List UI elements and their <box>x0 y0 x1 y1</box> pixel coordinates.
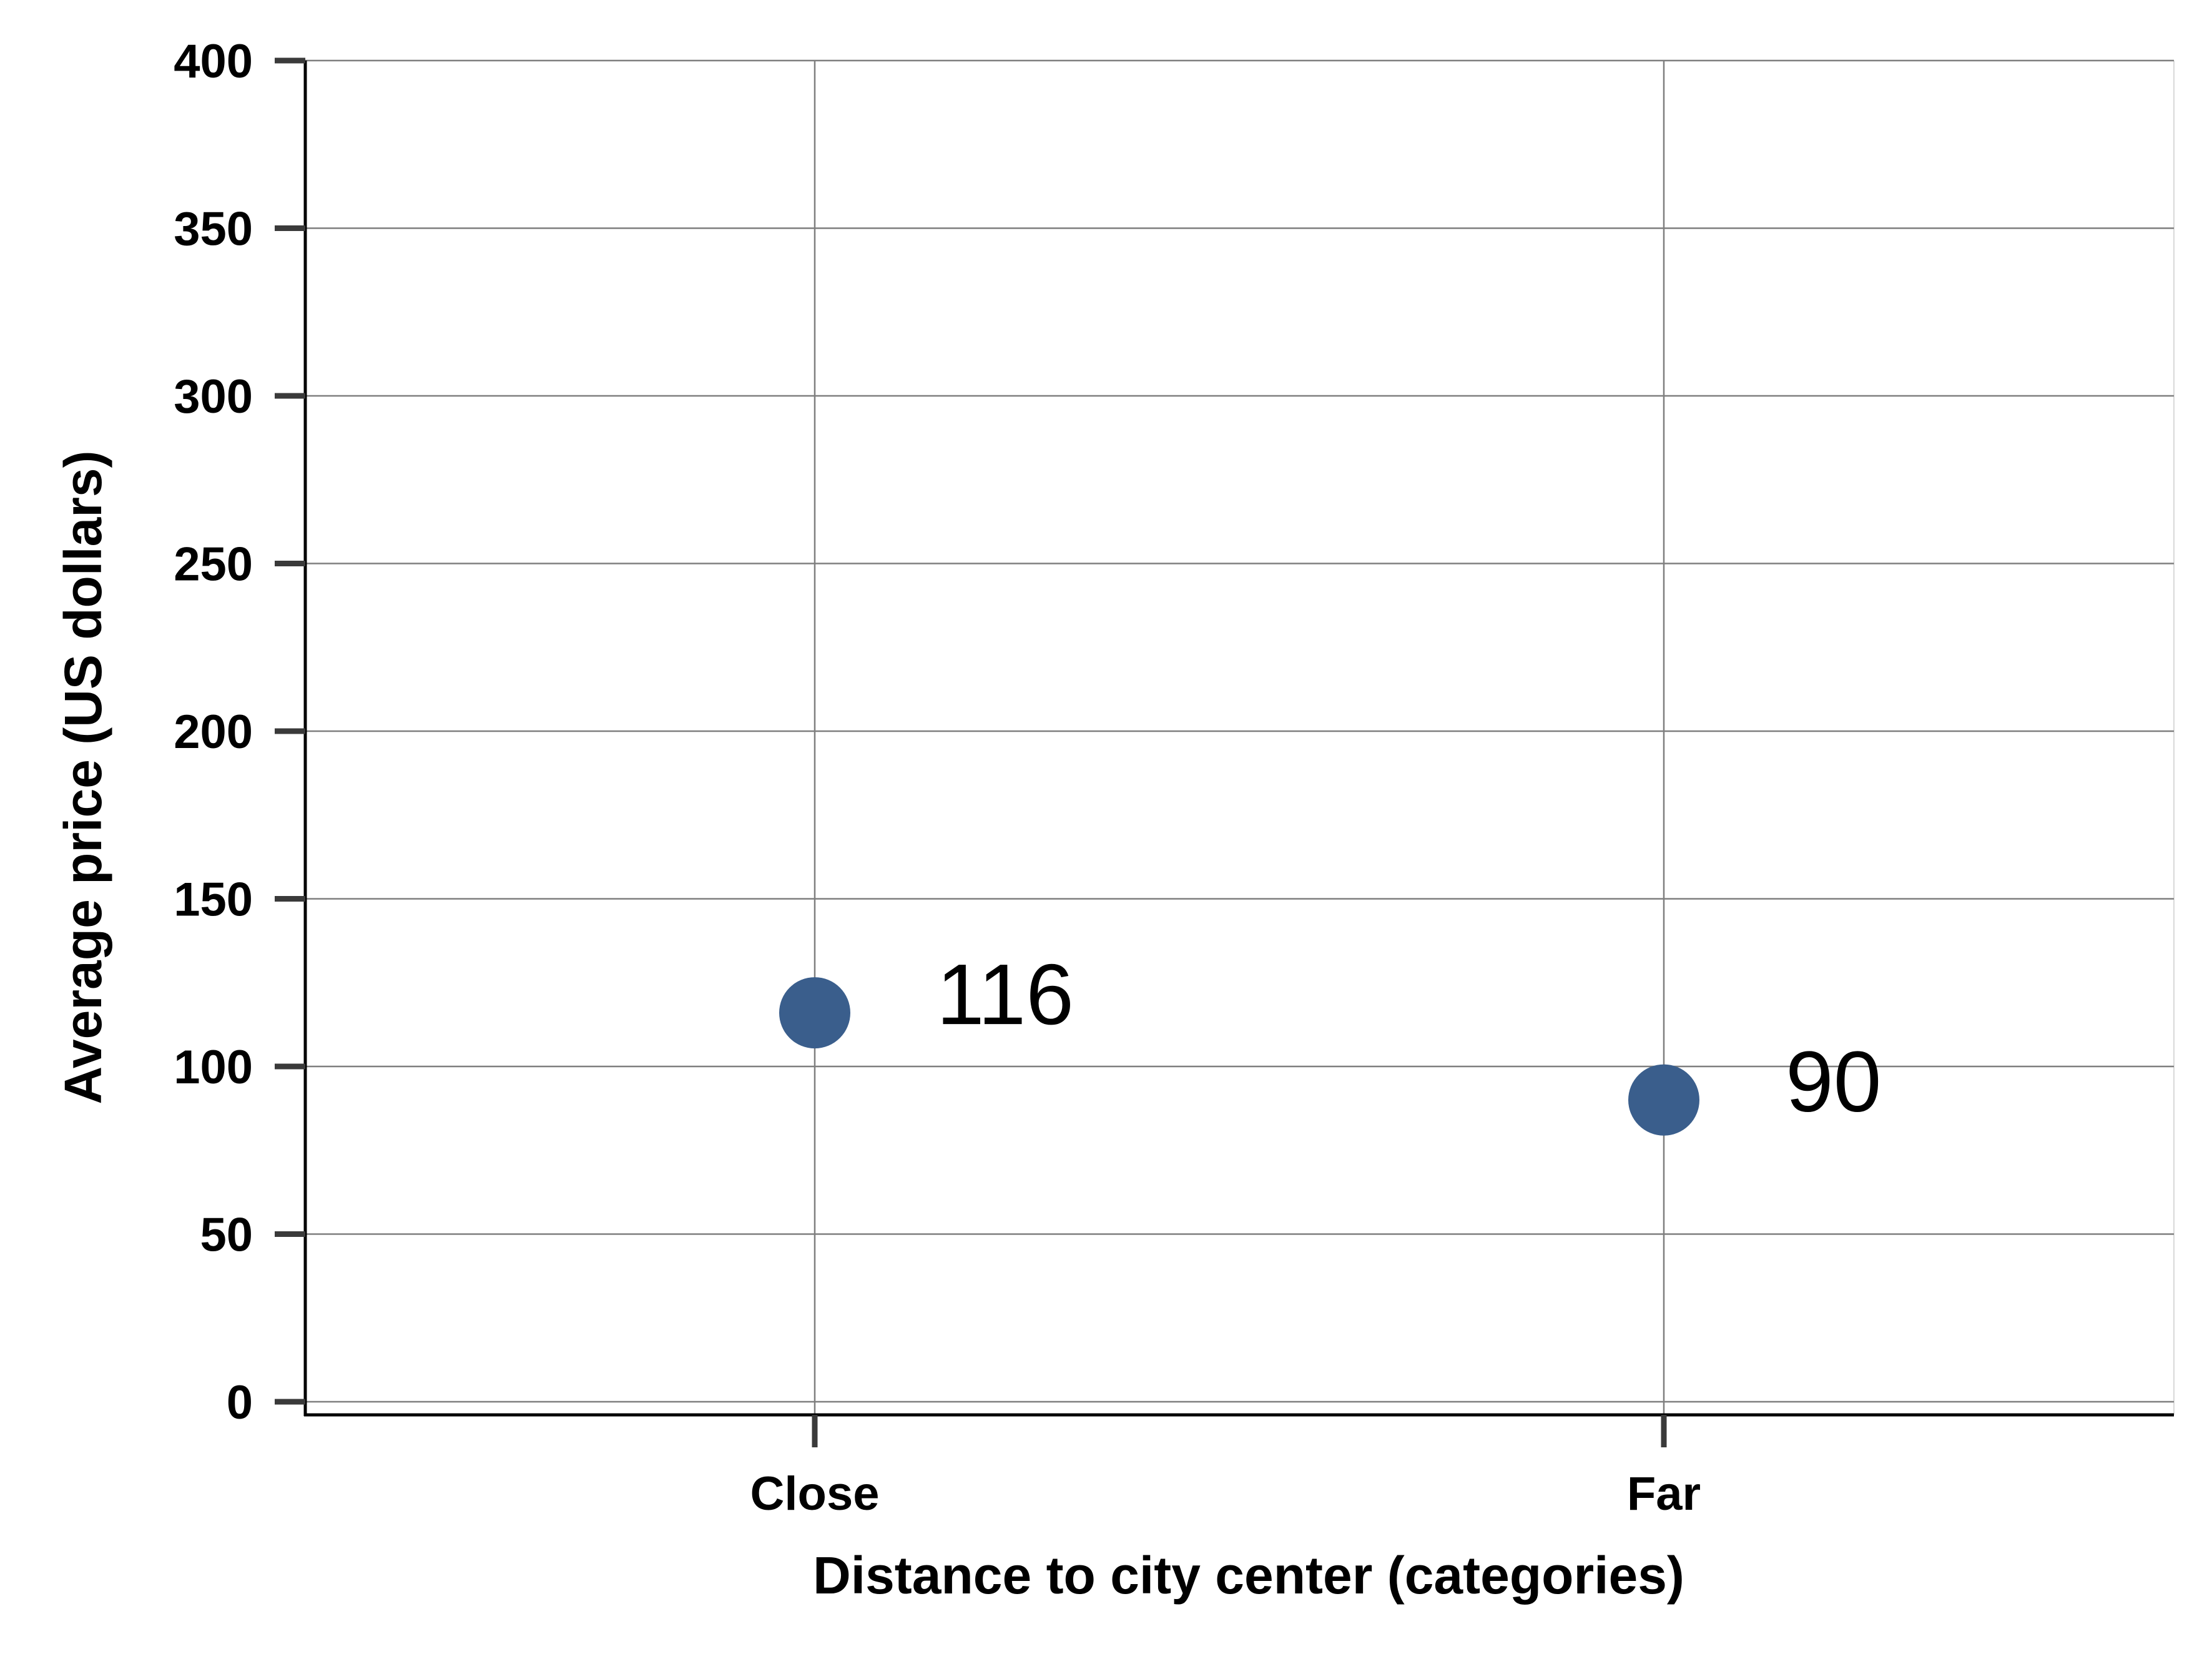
y-tick-label: 50 <box>200 1209 253 1262</box>
y-tick-label: 100 <box>174 1041 253 1094</box>
x-tick-label: Close <box>750 1467 880 1520</box>
y-tick-label: 400 <box>174 35 253 88</box>
y-axis-title: Average price (US dollars) <box>54 450 112 1104</box>
y-tick-label: 150 <box>174 874 253 927</box>
x-axis-title: Distance to city center (categories) <box>813 1546 1684 1605</box>
y-tick-label: 300 <box>174 370 253 423</box>
data-label: 90 <box>1786 1034 1882 1130</box>
data-point <box>779 977 850 1049</box>
grid <box>305 59 2175 1415</box>
ticks: 0 50 100 150 200 250 300 350 400 Close Far <box>174 35 1701 1520</box>
y-tick-label: 0 <box>227 1376 253 1429</box>
x-tick-label: Far <box>1627 1467 1701 1520</box>
data-point <box>1628 1064 1699 1136</box>
y-tick-label: 200 <box>174 706 253 759</box>
data-points: 116 90 <box>779 947 1882 1136</box>
axes <box>303 61 2174 1417</box>
y-tick-label: 250 <box>174 538 253 591</box>
y-tick-label: 350 <box>174 203 253 256</box>
data-label: 116 <box>936 947 1074 1043</box>
